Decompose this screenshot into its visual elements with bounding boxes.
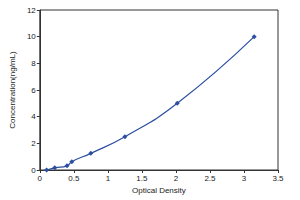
- svg-text:0.5: 0.5: [68, 174, 80, 183]
- svg-text:10: 10: [27, 32, 36, 41]
- svg-text:2: 2: [31, 139, 36, 148]
- svg-text:3.5: 3.5: [272, 174, 284, 183]
- svg-text:6: 6: [31, 86, 36, 95]
- svg-text:8: 8: [31, 59, 36, 68]
- svg-text:0: 0: [38, 174, 43, 183]
- svg-text:1: 1: [106, 174, 111, 183]
- svg-text:2: 2: [174, 174, 179, 183]
- svg-text:Optical Density: Optical Density: [132, 186, 186, 195]
- svg-text:Concentration(ng/mL): Concentration(ng/mL): [8, 51, 17, 129]
- svg-text:1.5: 1.5: [136, 174, 148, 183]
- svg-text:2.5: 2.5: [204, 174, 216, 183]
- svg-text:3: 3: [242, 174, 247, 183]
- svg-text:12: 12: [27, 6, 36, 15]
- svg-text:4: 4: [31, 112, 36, 121]
- svg-text:0: 0: [31, 166, 36, 175]
